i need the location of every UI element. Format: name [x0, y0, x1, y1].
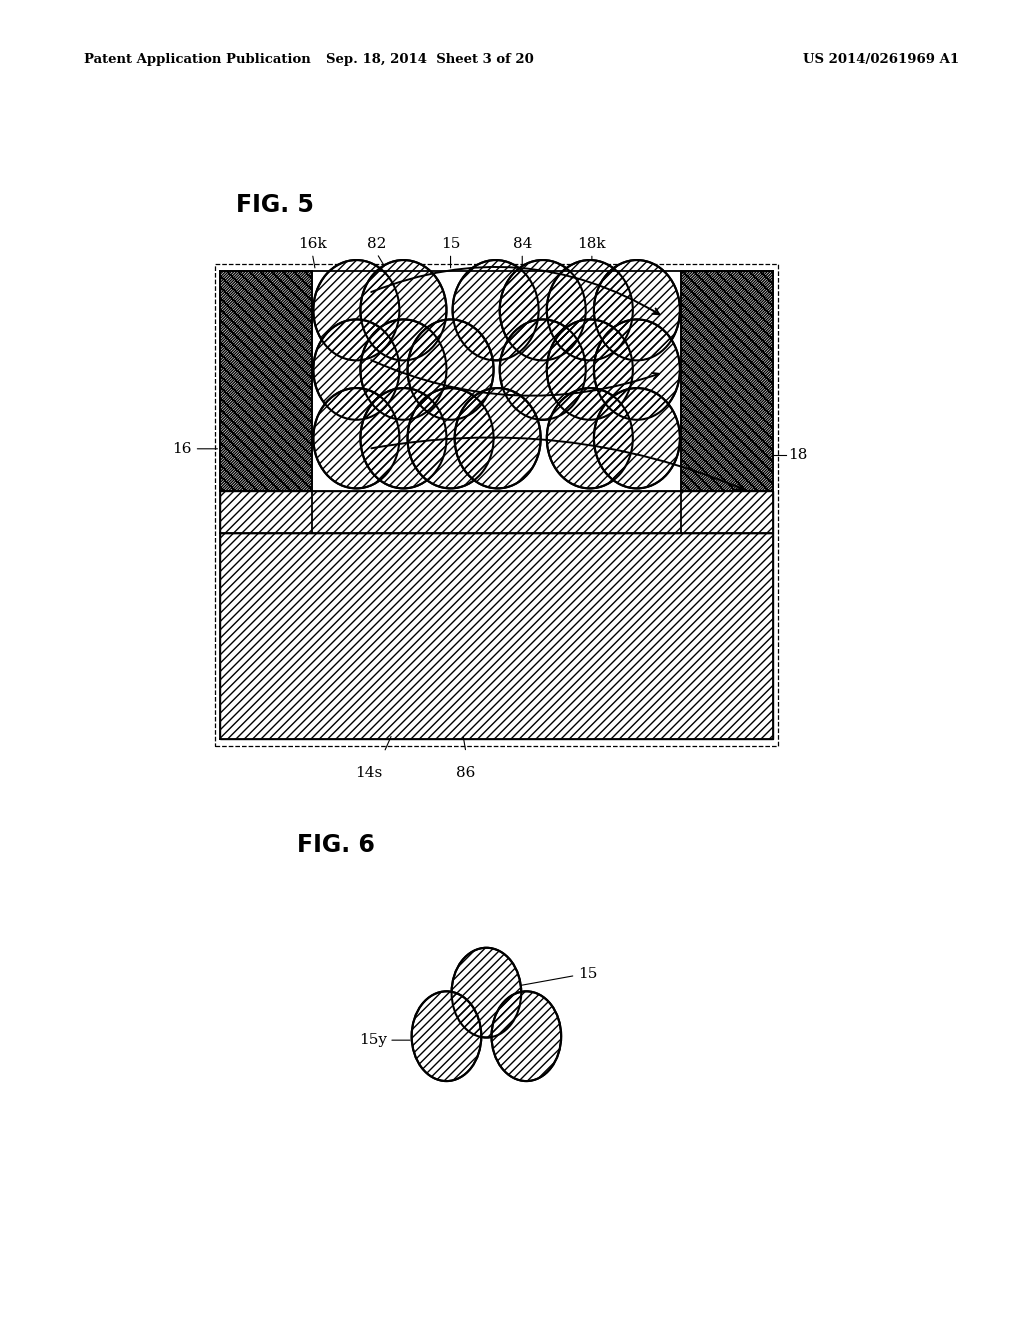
Text: 14s: 14s	[355, 766, 382, 780]
Text: US 2014/0261969 A1: US 2014/0261969 A1	[803, 53, 958, 66]
Ellipse shape	[453, 260, 539, 360]
Circle shape	[412, 991, 481, 1081]
Ellipse shape	[594, 388, 680, 488]
Ellipse shape	[500, 319, 586, 420]
Text: FIG. 5: FIG. 5	[236, 193, 313, 216]
Text: 15: 15	[579, 968, 598, 981]
Ellipse shape	[547, 319, 633, 420]
Ellipse shape	[408, 388, 494, 488]
Text: Sep. 18, 2014  Sheet 3 of 20: Sep. 18, 2014 Sheet 3 of 20	[327, 53, 534, 66]
Ellipse shape	[594, 319, 680, 420]
Ellipse shape	[547, 388, 633, 488]
Ellipse shape	[455, 388, 541, 488]
Text: 86: 86	[457, 766, 475, 780]
Text: FIG. 6: FIG. 6	[297, 833, 375, 857]
Bar	[220, 491, 773, 533]
Text: 16k: 16k	[298, 236, 327, 251]
Ellipse shape	[360, 260, 446, 360]
Text: Patent Application Publication: Patent Application Publication	[84, 53, 310, 66]
Bar	[312, 271, 681, 491]
Text: 84: 84	[513, 236, 531, 251]
Ellipse shape	[547, 260, 633, 360]
FancyArrowPatch shape	[372, 437, 743, 490]
Ellipse shape	[500, 260, 586, 360]
Ellipse shape	[313, 319, 399, 420]
Ellipse shape	[594, 260, 680, 360]
Bar	[220, 533, 773, 739]
Bar	[681, 271, 773, 491]
Ellipse shape	[408, 319, 494, 420]
Text: 18: 18	[788, 449, 808, 462]
Ellipse shape	[313, 260, 399, 360]
Circle shape	[452, 948, 521, 1038]
Text: 16: 16	[172, 442, 191, 455]
FancyArrowPatch shape	[372, 267, 659, 314]
Text: 82: 82	[368, 236, 386, 251]
Bar	[220, 271, 312, 491]
Text: 15: 15	[441, 236, 460, 251]
Text: 18k: 18k	[578, 236, 606, 251]
Ellipse shape	[313, 388, 399, 488]
FancyArrowPatch shape	[371, 360, 658, 396]
Text: 15y: 15y	[359, 1034, 387, 1047]
Circle shape	[492, 991, 561, 1081]
Bar	[215, 264, 778, 746]
Ellipse shape	[360, 319, 446, 420]
Ellipse shape	[360, 388, 446, 488]
